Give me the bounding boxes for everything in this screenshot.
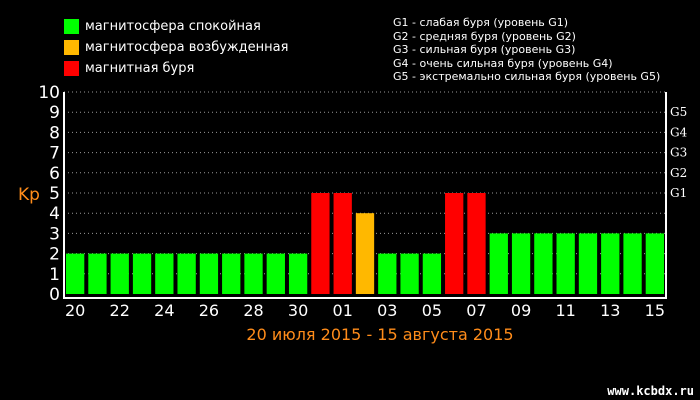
x-tick-label: 09	[511, 301, 531, 320]
bar-20	[66, 253, 85, 294]
legend-label-storm: магнитная буря	[85, 61, 195, 76]
bar-14	[623, 233, 642, 294]
storm-level-g4: G4 - очень сильная буря (уровень G4)	[393, 56, 613, 70]
y-tick-label: 10	[38, 83, 60, 103]
y-tick-label: 3	[49, 224, 60, 244]
g-tick-label: G5	[670, 105, 687, 119]
legend-item-quiet: магнитосфера спокойная	[64, 16, 288, 37]
y-tick-label: 6	[49, 164, 60, 184]
x-tick-label: 24	[154, 301, 174, 320]
y-tick-label: 2	[49, 245, 60, 265]
y-tick-label: 0	[49, 285, 60, 305]
y-tick-label: 9	[49, 103, 60, 123]
g-tick-label: G1	[670, 186, 687, 200]
g-tick-label: G2	[670, 166, 687, 180]
y-tick-label: 8	[49, 123, 60, 143]
storm-level-g2: G2 - средняя буря (уровень G2)	[393, 29, 576, 43]
x-tick-label: 07	[466, 301, 486, 320]
legend-item-storm: магнитная буря	[64, 58, 288, 79]
y-tick-label: 4	[49, 204, 60, 224]
bar-15	[645, 233, 664, 294]
bar-05	[422, 253, 442, 294]
storm-level-legend: G1 - слабая буря (уровень G1) G2 - средн…	[393, 16, 660, 84]
bar-22	[110, 253, 129, 294]
bar-07	[467, 193, 486, 294]
bar-31	[311, 193, 330, 294]
x-tick-label: 30	[288, 301, 308, 320]
bar-23	[132, 253, 152, 294]
watermark: www.kcbdx.ru	[607, 384, 694, 398]
x-tick-label: 13	[600, 301, 620, 320]
x-tick-label: 28	[243, 301, 263, 320]
storm-level-g3: G3 - сильная буря (уровень G3)	[393, 43, 576, 56]
x-tick-label: 01	[333, 301, 353, 320]
bar-24	[155, 253, 174, 294]
bar-08	[489, 233, 508, 294]
legend-swatch-storm	[64, 61, 79, 76]
x-tick-label: 15	[645, 301, 665, 320]
y-tick-label: 5	[49, 184, 60, 204]
legend: магнитосфера спокойная магнитосфера возб…	[64, 16, 288, 79]
bar-21	[88, 253, 107, 294]
x-axis-title: 20 июля 2015 - 15 августа 2015	[246, 325, 513, 344]
bar-30	[288, 253, 308, 294]
g-tick-label: G4	[670, 125, 688, 139]
bar-02	[355, 213, 375, 294]
legend-swatch-quiet	[64, 19, 79, 34]
x-tick-label: 05	[422, 301, 442, 320]
bar-03	[378, 253, 397, 294]
legend-label-active: магнитосфера возбужденная	[85, 40, 289, 55]
bar-29	[266, 253, 285, 294]
storm-level-g1: G1 - слабая буря (уровень G1)	[393, 16, 569, 29]
x-tick-label: 20	[65, 301, 85, 320]
bar-26	[199, 253, 219, 294]
bar-13	[601, 233, 620, 294]
bar-12	[578, 233, 598, 294]
bar-04	[400, 253, 419, 294]
bar-01	[333, 193, 352, 294]
x-tick-label: 03	[377, 301, 397, 320]
bar-27	[222, 253, 241, 294]
bar-28	[244, 253, 263, 294]
g-tick-label: G3	[670, 146, 687, 160]
x-tick-label: 11	[555, 301, 575, 320]
bar-10	[534, 233, 553, 294]
legend-label-quiet: магнитосфера спокойная	[85, 19, 261, 34]
x-tick-label: 22	[110, 301, 130, 320]
legend-swatch-active	[64, 40, 79, 55]
storm-level-g5: G5 - экстремально сильная буря (уровень …	[393, 70, 661, 83]
bar-06	[445, 193, 464, 294]
legend-item-active: магнитосфера возбужденная	[64, 37, 288, 58]
y-tick-label: 7	[49, 144, 60, 164]
y-tick-label: 1	[49, 265, 60, 285]
x-tick-label: 26	[199, 301, 219, 320]
y-axis-title: Kp	[18, 185, 40, 205]
bar-11	[556, 233, 575, 294]
bar-09	[511, 233, 531, 294]
bar-25	[177, 253, 196, 294]
